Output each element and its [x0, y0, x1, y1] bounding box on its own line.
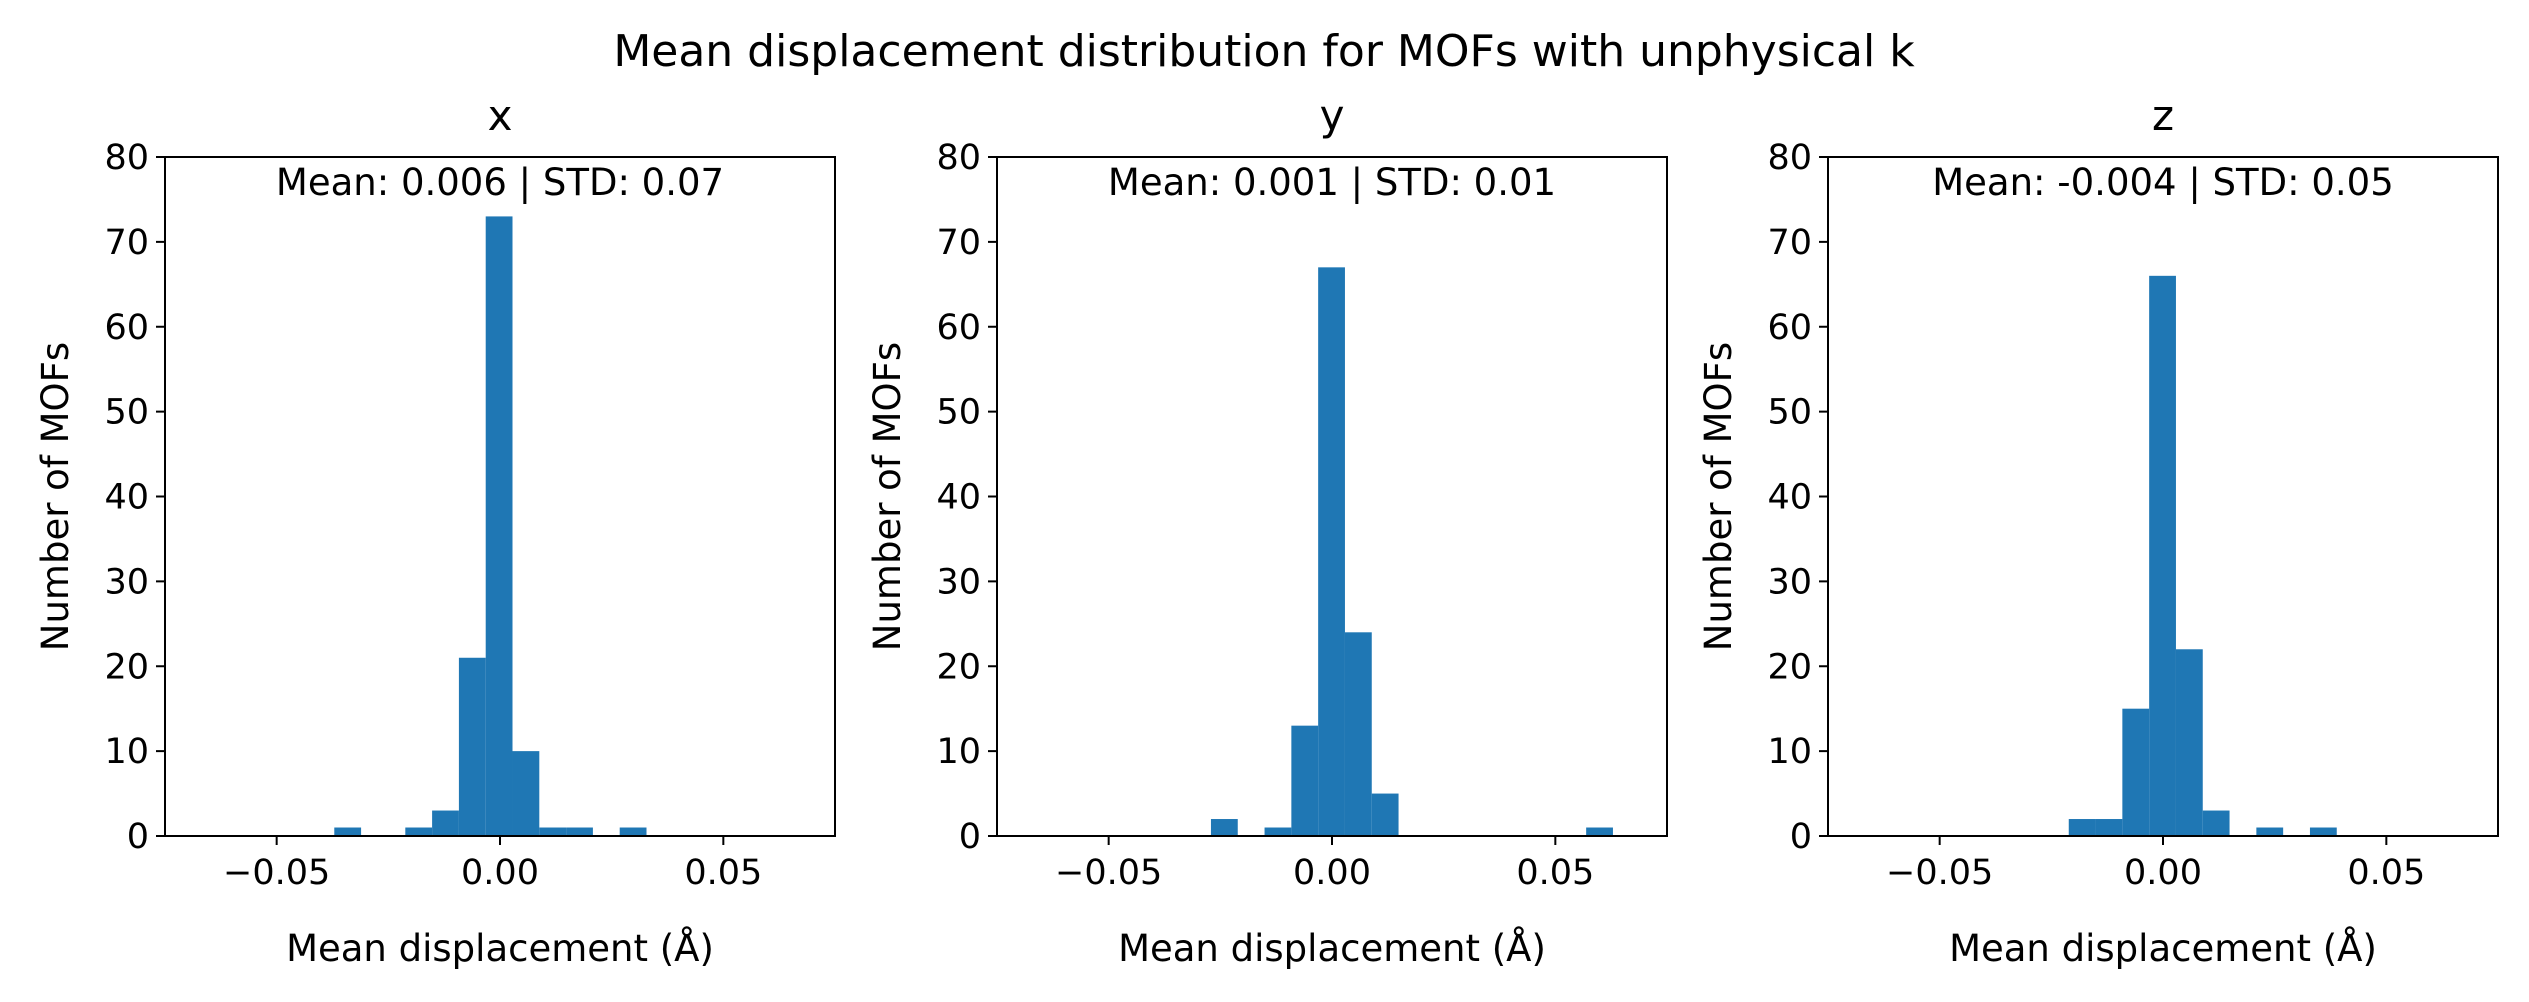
histogram-bar [485, 216, 513, 837]
y-tick-label: 50 [104, 393, 149, 433]
histogram-bar [1371, 793, 1399, 836]
histogram-bar [2095, 819, 2123, 836]
histogram-bar [512, 751, 540, 836]
panel-title: z [2152, 91, 2174, 140]
histogram-bar [1586, 827, 1613, 836]
y-tick-label: 70 [104, 223, 149, 263]
x-tick-label: 0.05 [2347, 853, 2425, 893]
histogram-bar [1264, 827, 1292, 836]
x-tick-label: −0.05 [1886, 853, 1993, 893]
x-tick-label: 0.05 [1516, 853, 1594, 893]
histogram-bar [2122, 708, 2150, 836]
stats-annotation: Mean: 0.006 | STD: 0.07 [276, 161, 724, 204]
histogram-bar [1344, 632, 1372, 836]
x-tick-label: 0.00 [461, 853, 539, 893]
y-tick-label: 40 [104, 478, 149, 518]
y-tick-label: 30 [104, 562, 149, 602]
panel-title: x [488, 91, 513, 140]
y-tick-label: 50 [1767, 393, 1812, 433]
y-tick-label: 30 [936, 562, 981, 602]
y-axis-label: Number of MOFs [866, 342, 909, 651]
histogram-bar [2202, 810, 2230, 836]
y-tick-label: 30 [1767, 562, 1812, 602]
histogram-bar [458, 657, 486, 836]
panel-x: 0 10 20 30 40 50 60 70 80 −0.05 0.00 0.05 x Mean: 0.0… [34, 91, 836, 970]
y-tick-label: 60 [1767, 308, 1812, 348]
figure-title: Mean displacement distribution for MOFs … [613, 26, 1915, 77]
x-tick-label: 0.00 [2124, 853, 2202, 893]
histogram-bar [2068, 819, 2096, 836]
y-tick-label: 40 [1767, 478, 1812, 518]
x-tick-label: −0.05 [223, 853, 330, 893]
histogram-bar [334, 827, 362, 836]
stats-annotation: Mean: -0.004 | STD: 0.05 [1932, 161, 2394, 204]
y-tick-label: 80 [936, 138, 981, 178]
y-tick-label: 60 [104, 308, 149, 348]
histogram-bar [619, 827, 647, 836]
histogram-bar [2309, 827, 2337, 836]
x-tick-label: 0.00 [1293, 853, 1371, 893]
histogram-bar [1291, 725, 1319, 836]
panel-y: 0 10 20 30 40 50 60 70 80 −0.05 0.00 0.05 y Mean: 0.0… [866, 91, 1668, 970]
histogram-bar [1210, 819, 1238, 836]
x-axis-label: Mean displacement (Å) [286, 926, 714, 970]
y-tick-label: 70 [1767, 223, 1812, 263]
y-tick-label: 0 [959, 817, 981, 857]
y-tick-label: 40 [936, 478, 981, 518]
histogram-bar [539, 827, 567, 836]
histogram-bar [566, 827, 593, 836]
y-tick-label: 10 [104, 732, 149, 772]
histogram-bar [2149, 275, 2176, 836]
panel-title: y [1320, 91, 1345, 140]
x-axis-label: Mean displacement (Å) [1118, 926, 1546, 970]
histogram-bar [1318, 267, 1345, 836]
y-tick-label: 20 [1767, 647, 1812, 687]
x-tick-label: 0.05 [684, 853, 762, 893]
panels: 0 10 20 30 40 50 60 70 80 −0.05 0.00 0.05 x Mean: 0.0… [34, 91, 2499, 970]
y-tick-label: 80 [104, 138, 149, 178]
histogram-bar [2256, 827, 2284, 836]
y-tick-label: 0 [1790, 817, 1812, 857]
x-tick-label: −0.05 [1055, 853, 1162, 893]
y-tick-label: 50 [936, 393, 981, 433]
y-tick-label: 60 [936, 308, 981, 348]
y-axis-label: Number of MOFs [1697, 342, 1740, 651]
y-tick-label: 70 [936, 223, 981, 263]
histogram-bar [405, 827, 433, 836]
y-tick-label: 0 [127, 817, 149, 857]
stats-annotation: Mean: 0.001 | STD: 0.01 [1108, 161, 1556, 204]
x-axis-label: Mean displacement (Å) [1949, 926, 2377, 970]
y-axis-label: Number of MOFs [34, 342, 77, 651]
y-tick-label: 10 [1767, 732, 1812, 772]
histogram-bar [432, 810, 459, 836]
y-tick-label: 20 [104, 647, 149, 687]
histogram-bar [2175, 649, 2203, 836]
y-tick-label: 80 [1767, 138, 1812, 178]
y-tick-label: 10 [936, 732, 981, 772]
panel-z: 0 10 20 30 40 50 60 70 80 −0.05 0.00 0.05 z Mean: -0.… [1697, 91, 2499, 970]
y-tick-label: 20 [936, 647, 981, 687]
